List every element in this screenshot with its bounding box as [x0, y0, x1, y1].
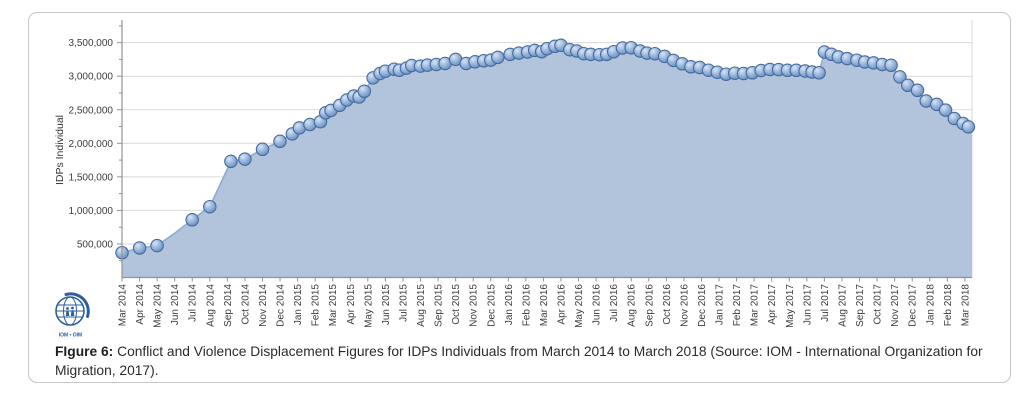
svg-text:Sep 2015: Sep 2015 — [434, 284, 445, 327]
data-point — [491, 50, 505, 65]
svg-text:1,000,000: 1,000,000 — [69, 206, 114, 217]
svg-text:3,000,000: 3,000,000 — [69, 72, 114, 83]
svg-text:Sep 2017: Sep 2017 — [855, 284, 866, 327]
svg-text:Jan 2017: Jan 2017 — [715, 284, 726, 326]
migrants-figures-icon — [65, 306, 75, 316]
svg-text:Jan 2018: Jan 2018 — [925, 284, 936, 326]
svg-text:Nov 2015: Nov 2015 — [469, 284, 480, 327]
axes — [117, 20, 972, 279]
data-point — [273, 134, 287, 149]
svg-text:Jul 2016: Jul 2016 — [609, 284, 620, 322]
svg-text:Jul 2014: Jul 2014 — [188, 284, 199, 322]
globe-grid-icon — [56, 297, 84, 325]
figure-caption-text: Conflict and Violence Displacement Figur… — [55, 344, 983, 378]
data-point — [893, 70, 907, 84]
svg-text:Mar 2017: Mar 2017 — [750, 284, 761, 327]
svg-text:Oct 2015: Oct 2015 — [451, 284, 462, 325]
svg-text:Apr 2015: Apr 2015 — [346, 284, 357, 325]
svg-text:Sep 2014: Sep 2014 — [223, 284, 234, 327]
iom-logo-icon: IOM • OIM — [55, 292, 90, 339]
svg-text:Nov 2014: Nov 2014 — [258, 284, 269, 327]
svg-text:Jan 2015: Jan 2015 — [293, 284, 304, 326]
svg-text:Jun 2014: Jun 2014 — [170, 284, 181, 326]
svg-text:Nov 2016: Nov 2016 — [679, 284, 690, 327]
svg-text:Apr 2017: Apr 2017 — [767, 284, 778, 325]
data-point — [224, 154, 238, 169]
svg-text:Oct 2016: Oct 2016 — [662, 284, 673, 325]
svg-text:Oct 2017: Oct 2017 — [873, 284, 884, 325]
svg-text:Mar 2014: Mar 2014 — [118, 284, 129, 327]
svg-text:2,000,000: 2,000,000 — [69, 139, 114, 150]
svg-text:500,000: 500,000 — [77, 239, 114, 250]
area-fill — [122, 45, 972, 278]
svg-text:Dec 2016: Dec 2016 — [697, 284, 708, 327]
data-point — [812, 66, 826, 80]
svg-text:Nov 2017: Nov 2017 — [890, 284, 901, 327]
data-point — [357, 84, 372, 99]
svg-text:Aug 2016: Aug 2016 — [627, 284, 638, 327]
data-point — [150, 238, 164, 253]
svg-text:May 2014: May 2014 — [153, 284, 164, 328]
svg-text:Apr 2014: Apr 2014 — [135, 284, 146, 325]
svg-text:Aug 2014: Aug 2014 — [205, 284, 216, 327]
svg-text:3,500,000: 3,500,000 — [69, 38, 114, 49]
svg-text:Aug 2015: Aug 2015 — [416, 284, 427, 327]
svg-text:Mar 2018: Mar 2018 — [960, 284, 971, 327]
y-axis-title: IDPs Individual — [54, 115, 66, 185]
y-axis-labels: 500,000 1,000,000 1,500,000 2,000,000 2,500,… — [69, 38, 114, 250]
svg-text:Jul 2015: Jul 2015 — [398, 284, 409, 322]
svg-text:May 2016: May 2016 — [574, 284, 585, 328]
data-point — [132, 241, 147, 255]
svg-text:Feb 2015: Feb 2015 — [311, 284, 322, 327]
data-point — [203, 199, 217, 214]
x-axis-labels: Mar 2014 Apr 2014 May 2014 Jun 2014 Jul 2014… — [118, 277, 971, 328]
svg-text:Jan 2016: Jan 2016 — [504, 284, 515, 326]
data-point-markers — [115, 38, 976, 260]
swoosh-icon — [64, 292, 90, 318]
svg-text:Mar 2016: Mar 2016 — [539, 284, 550, 327]
svg-text:May 2015: May 2015 — [363, 284, 374, 328]
svg-text:Dec 2015: Dec 2015 — [486, 284, 497, 327]
iom-logo: IOM • OIM — [47, 291, 95, 339]
svg-text:Feb 2017: Feb 2017 — [732, 284, 743, 327]
svg-text:Feb 2018: Feb 2018 — [943, 284, 954, 327]
svg-text:Sep 2016: Sep 2016 — [644, 284, 655, 327]
data-point — [884, 58, 898, 73]
svg-text:Oct 2014: Oct 2014 — [240, 284, 251, 325]
svg-text:Jul 2017: Jul 2017 — [820, 284, 831, 322]
svg-text:1,500,000: 1,500,000 — [69, 172, 114, 183]
svg-text:2,500,000: 2,500,000 — [69, 105, 114, 116]
svg-text:Apr 2016: Apr 2016 — [557, 284, 568, 325]
svg-text:May 2017: May 2017 — [785, 284, 796, 328]
data-point — [961, 120, 976, 134]
svg-text:Dec 2017: Dec 2017 — [908, 284, 919, 327]
svg-text:Aug 2017: Aug 2017 — [837, 284, 848, 327]
svg-text:Feb 2016: Feb 2016 — [521, 284, 532, 327]
figure-caption-label: FIgure 6: — [55, 344, 114, 359]
iom-logo-text: IOM • OIM — [59, 333, 82, 339]
data-point — [910, 83, 925, 98]
svg-text:Jun 2017: Jun 2017 — [802, 284, 813, 326]
svg-text:Jun 2016: Jun 2016 — [592, 284, 603, 326]
svg-text:Mar 2015: Mar 2015 — [328, 284, 339, 327]
svg-text:Dec 2014: Dec 2014 — [276, 284, 287, 327]
data-point — [185, 213, 199, 227]
data-point — [238, 152, 252, 166]
data-point — [938, 103, 953, 117]
figure-caption: FIgure 6: Conflict and Violence Displace… — [55, 342, 993, 380]
data-point — [255, 142, 270, 157]
svg-text:Jun 2015: Jun 2015 — [381, 284, 392, 326]
